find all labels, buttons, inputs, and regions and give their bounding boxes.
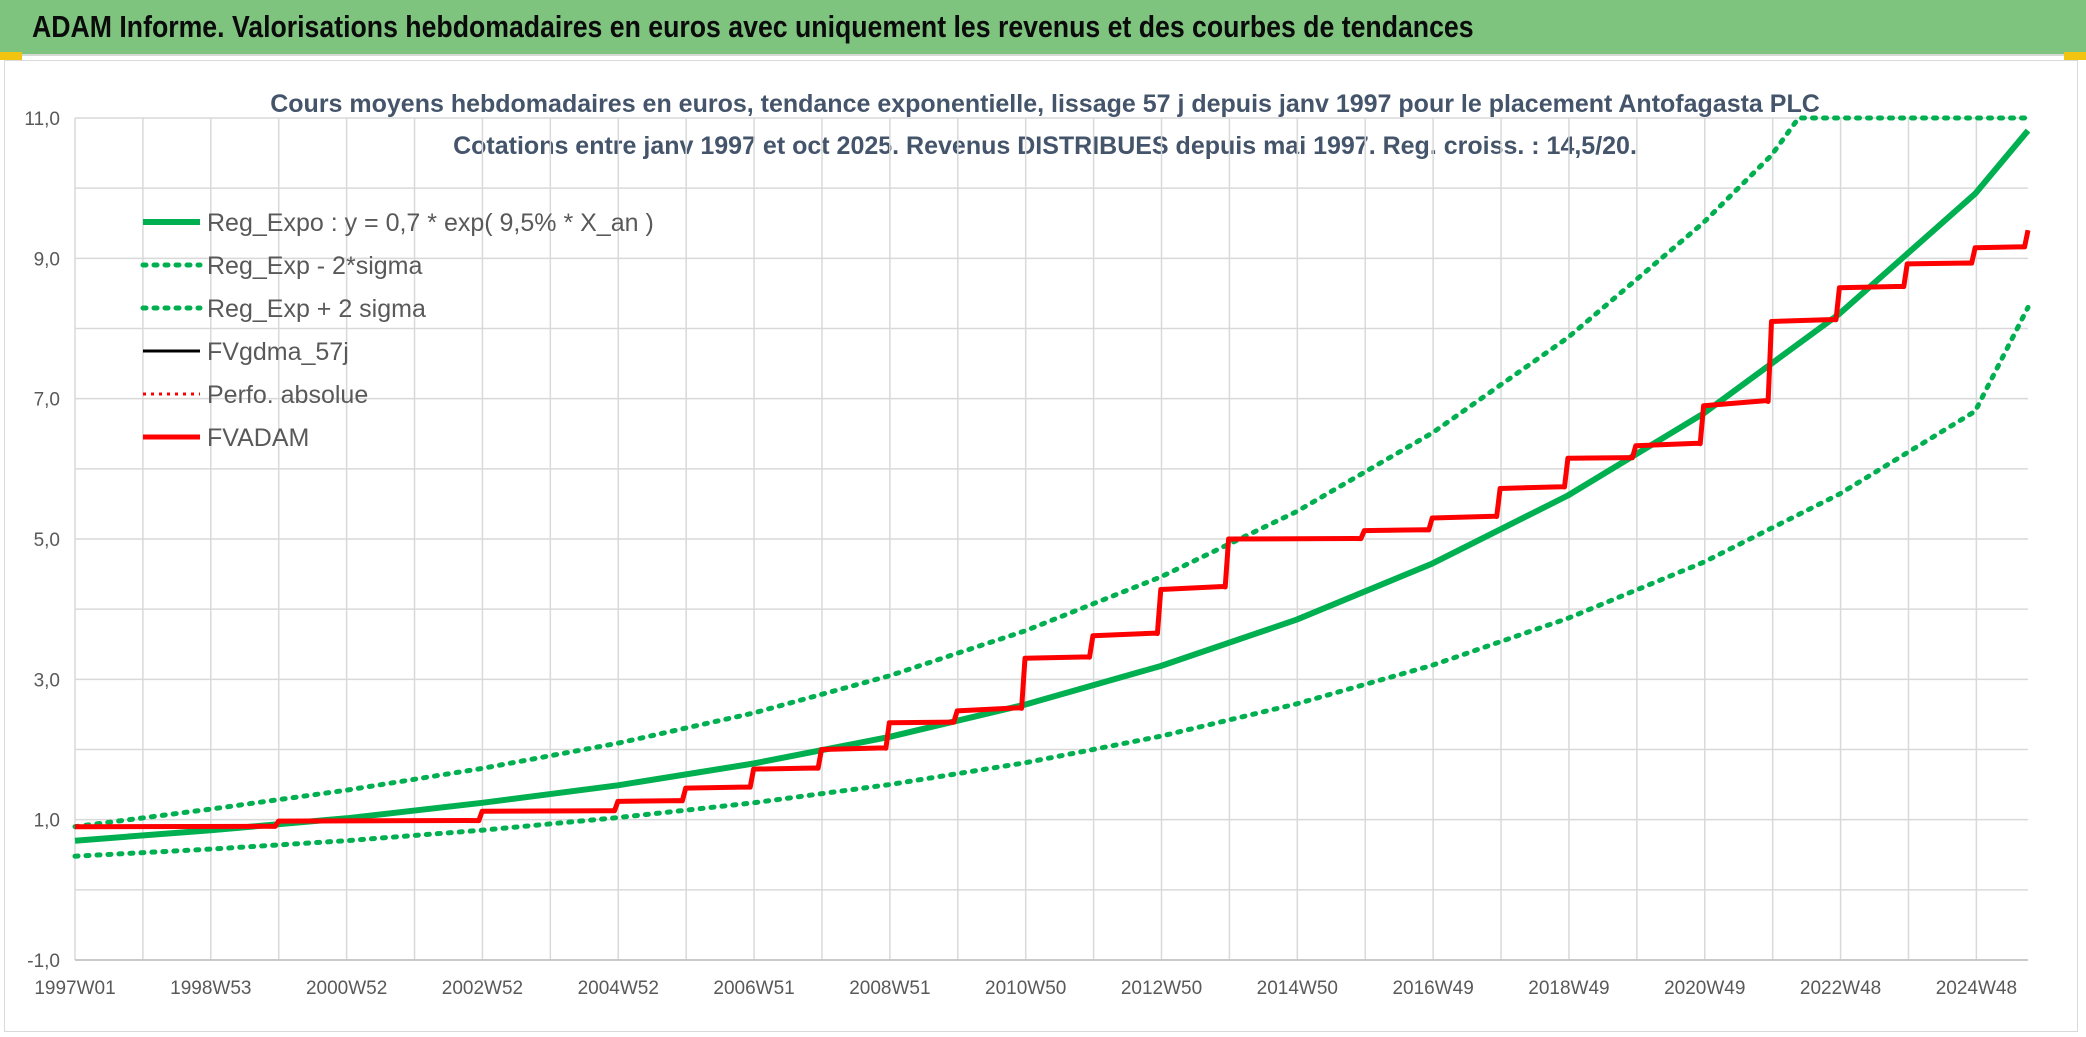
chart-frame <box>4 60 2078 1032</box>
legend: Reg_Expo : y = 0,7 * exp( 9,5% * X_an ) R… <box>140 209 654 452</box>
y-tick-label: 1,0 <box>34 811 60 832</box>
legend-label: FVADAM <box>207 424 309 452</box>
corner-accent-right <box>2064 52 2086 60</box>
grid <box>74 117 2028 961</box>
series-lines <box>72 115 2031 859</box>
series-line-1 <box>72 304 2031 859</box>
y-axis-ticks: -1,0 1,0 3,0 5,0 7,0 9,0 11,0 <box>24 109 60 972</box>
series-line-0 <box>74 128 2031 844</box>
y-tick-label: 11,0 <box>24 109 60 130</box>
x-tick-label: 2000W52 <box>306 978 387 999</box>
report-banner: ADAM Informe. Valorisations hebdomadaire… <box>0 0 2086 56</box>
x-tick-label: 2024W48 <box>1936 978 2017 999</box>
x-tick-label: 2010W50 <box>985 978 1066 999</box>
x-tick-label: 1998W53 <box>170 978 251 999</box>
report-title: ADAM Informe. Valorisations hebdomadaire… <box>32 9 1474 44</box>
chart-subtitle: Cotations entre janv 1997 et oct 2025. R… <box>453 132 1637 160</box>
x-axis-ticks: 1997W01 1998W53 2000W52 2002W52 2004W52 2006W… <box>34 978 2017 999</box>
series-line-5 <box>74 229 2031 830</box>
y-tick-label: 5,0 <box>34 530 60 551</box>
series-line-2 <box>72 115 2031 830</box>
x-tick-label: 2012W50 <box>1121 978 1202 999</box>
corner-accent-left <box>0 52 22 60</box>
legend-label: FVgdma_57j <box>207 338 349 366</box>
legend-label: Reg_Exp + 2 sigma <box>207 295 426 323</box>
chart-title: Cours moyens hebdomadaires en euros, ten… <box>270 90 1820 118</box>
x-tick-label: 2022W48 <box>1800 978 1881 999</box>
y-tick-label: -1,0 <box>27 951 60 972</box>
x-tick-label: 2008W51 <box>849 978 930 999</box>
y-tick-label: 9,0 <box>34 249 60 270</box>
x-tick-label: 2018W49 <box>1528 978 1609 999</box>
legend-label: Perfo. absolue <box>207 381 368 409</box>
x-tick-label: 2004W52 <box>578 978 659 999</box>
x-tick-label: 2016W49 <box>1392 978 1473 999</box>
y-tick-label: 7,0 <box>34 390 60 411</box>
x-tick-label: 2006W51 <box>713 978 794 999</box>
legend-label: Reg_Expo : y = 0,7 * exp( 9,5% * X_an ) <box>207 209 654 237</box>
legend-label: Reg_Exp - 2*sigma <box>207 252 422 280</box>
x-tick-label: 2002W52 <box>442 978 523 999</box>
x-tick-label: 2020W49 <box>1664 978 1745 999</box>
y-tick-label: 3,0 <box>34 670 60 691</box>
x-tick-label: 2014W50 <box>1257 978 1338 999</box>
x-tick-label: 1997W01 <box>34 978 115 999</box>
